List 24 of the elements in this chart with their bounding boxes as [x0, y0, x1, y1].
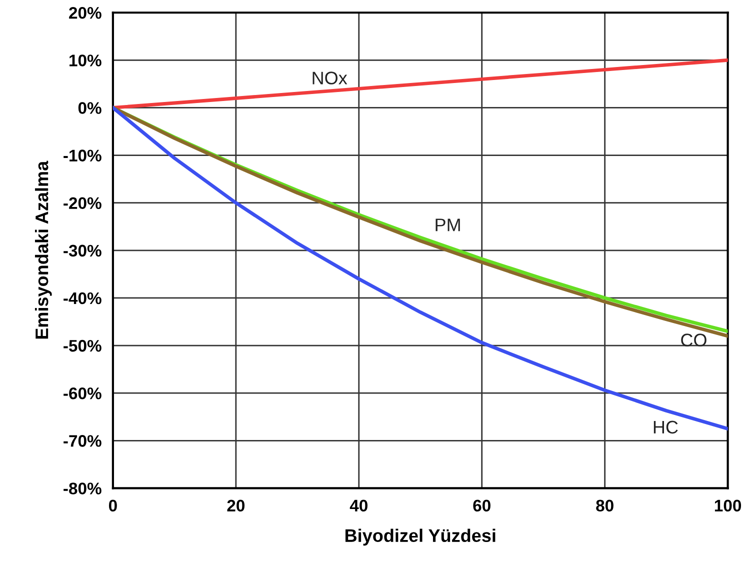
y-tick-label: -40% — [64, 292, 102, 304]
x-tick-label: 0 — [108, 500, 117, 512]
y-axis-title: Emisyondaki Azalma — [34, 160, 52, 339]
y-tick-label: 0% — [78, 102, 102, 114]
y-tick-label: -60% — [64, 387, 102, 400]
y-tick-label: -10% — [64, 150, 102, 162]
x-axis-title: Biyodizel Yüzdesi — [345, 528, 496, 546]
y-tick-label: -70% — [64, 435, 102, 447]
x-tick-label: 20 — [227, 500, 245, 512]
series-label: CO — [681, 334, 706, 346]
x-tick-label: 80 — [596, 500, 614, 512]
series-label: HC — [654, 420, 678, 434]
x-tick-label: 60 — [473, 500, 490, 512]
line-series — [112, 58, 728, 110]
series-label: NOx — [312, 72, 348, 84]
y-tick-label: -30% — [64, 244, 102, 257]
y-tick-label: 10% — [70, 54, 102, 66]
x-tick-label: 40 — [350, 500, 368, 512]
y-tick-label: -20% — [64, 197, 102, 210]
x-tick-label: 100 — [714, 500, 742, 512]
series-label: PM — [436, 218, 460, 232]
y-tick-label: -50% — [64, 340, 102, 352]
y-tick-label: -80% — [64, 482, 102, 494]
y-tick-label: 20% — [69, 7, 102, 19]
